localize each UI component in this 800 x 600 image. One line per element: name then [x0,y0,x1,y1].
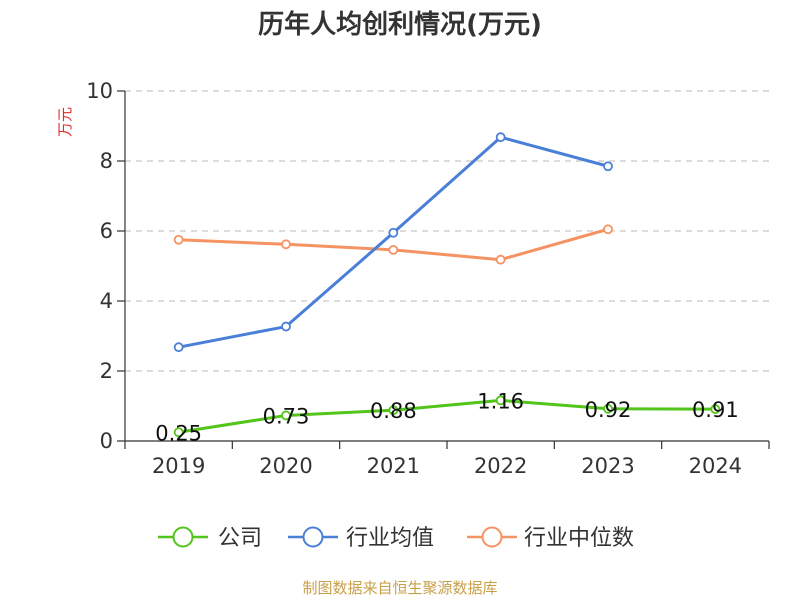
y-axis-label: 万元 [56,107,74,137]
data-point-1-2 [388,227,399,238]
legend-item-2: 行业中位数 [467,526,634,551]
axes: 0 2 4 6 8 10 2019 2020 2021 2022 2023 2024 [86,79,770,478]
x-tick-label-4: 2023 [581,454,634,478]
legend-label-1: 行业均值 [346,526,434,551]
legend-label-0: 公司 [218,526,262,551]
series-lines [173,132,721,438]
legend-label-2: 行业中位数 [524,526,634,551]
legend-item-0: 公司 [158,526,262,551]
data-point-0-0 [173,427,184,438]
data-label-2: 0.88 [370,399,417,423]
x-tick-label-3: 2022 [474,454,527,478]
y-tick-label-3: 6 [100,219,113,243]
legend-marker-0 [172,526,194,548]
legend: 公司 行业均值 行业中位数 [158,526,634,551]
legend-item-1: 行业均值 [288,526,434,551]
data-label-4: 0.92 [585,398,632,422]
data-point-0-5 [710,404,721,415]
legend-marker-1 [302,526,324,548]
data-point-2-1 [281,239,291,250]
data-point-2-0 [173,234,184,245]
data-labels: 0.25 0.73 0.88 1.16 0.92 0.91 [155,389,738,445]
data-point-1-0 [173,342,184,353]
data-point-0-2 [388,405,399,416]
data-label-0: 0.25 [155,421,202,445]
data-point-1-3 [495,132,506,143]
x-tick-label-1: 2020 [259,454,312,478]
data-label-5: 0.91 [692,398,739,422]
x-tick-label-5: 2024 [689,454,742,478]
data-label-1: 0.73 [263,404,310,428]
source-note: 制图数据来自恒生聚源数据库 [302,579,497,597]
chart-title: 历年人均创利情况(万元) [258,9,542,40]
data-point-0-4 [603,403,613,414]
data-label-3: 1.16 [477,389,524,413]
data-point-0-1 [281,410,291,421]
data-point-2-2 [388,244,399,255]
data-point-2-4 [603,224,613,235]
data-point-0-3 [495,395,506,406]
x-tick-label-0: 2019 [152,454,205,478]
y-tick-label-2: 4 [100,289,113,313]
legend-marker-2 [481,526,503,548]
data-point-1-1 [281,321,291,332]
y-tick-label-0: 0 [100,429,113,453]
x-tick-label-2: 2021 [367,454,420,478]
data-point-2-3 [495,254,506,265]
data-point-1-4 [603,161,613,172]
grid-lines [125,90,769,372]
y-tick-label-4: 8 [100,149,113,173]
y-tick-label-1: 2 [100,359,113,383]
series-line-0 [178,398,716,434]
y-tick-label-5: 10 [86,79,113,103]
